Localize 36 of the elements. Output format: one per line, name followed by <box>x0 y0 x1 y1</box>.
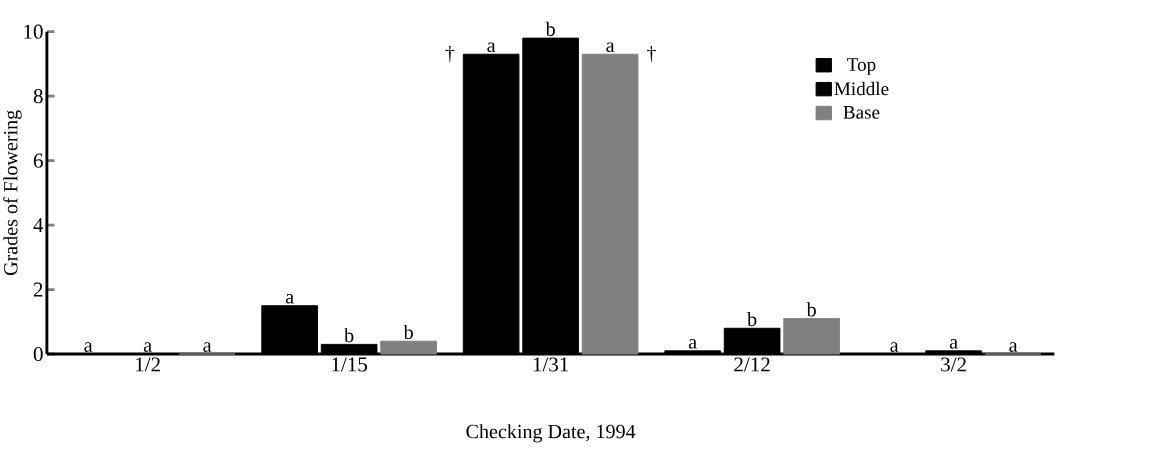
y-tick-label: 10 <box>24 24 43 39</box>
bar <box>581 53 639 355</box>
data-label: a <box>84 342 93 352</box>
data-label: a <box>143 342 152 352</box>
y-tick-label: 2 <box>33 282 43 297</box>
annotation: † <box>646 45 656 63</box>
y-axis-title: Grades of Flowering <box>3 109 22 275</box>
x-tick-label: 1/2 <box>136 357 160 372</box>
y-tick-label: 0 <box>33 346 43 361</box>
y-tick-label: 4 <box>33 217 44 232</box>
data-label: a <box>487 42 496 52</box>
legend-label: Base <box>843 105 880 119</box>
data-label: b <box>403 324 413 339</box>
data-label: a <box>606 42 615 52</box>
x-tick-label: 1/31 <box>533 357 569 372</box>
y-tick-label: 8 <box>33 88 43 104</box>
data-label: a <box>890 342 899 352</box>
data-label: a <box>688 338 697 349</box>
data-label: b <box>747 311 757 326</box>
bar <box>380 340 437 355</box>
x-tick-label: 1/15 <box>332 357 368 372</box>
data-label: b <box>344 327 354 343</box>
data-label: b <box>545 21 555 36</box>
legend-label: Top <box>847 58 876 75</box>
data-label: a <box>203 342 212 352</box>
data-label: b <box>806 302 816 317</box>
data-label: a <box>1009 342 1018 352</box>
legend-label: Middle <box>834 81 889 95</box>
data-label: a <box>285 293 294 304</box>
x-axis-title: Checking Date, 1994 <box>466 423 636 443</box>
data-label: a <box>949 338 958 349</box>
y-tick-label: 6 <box>33 153 43 168</box>
x-tick-label: 3/2 <box>941 357 966 372</box>
annotation: † <box>445 45 455 63</box>
x-tick-label: 2/12 <box>734 357 770 372</box>
bar <box>783 317 840 355</box>
